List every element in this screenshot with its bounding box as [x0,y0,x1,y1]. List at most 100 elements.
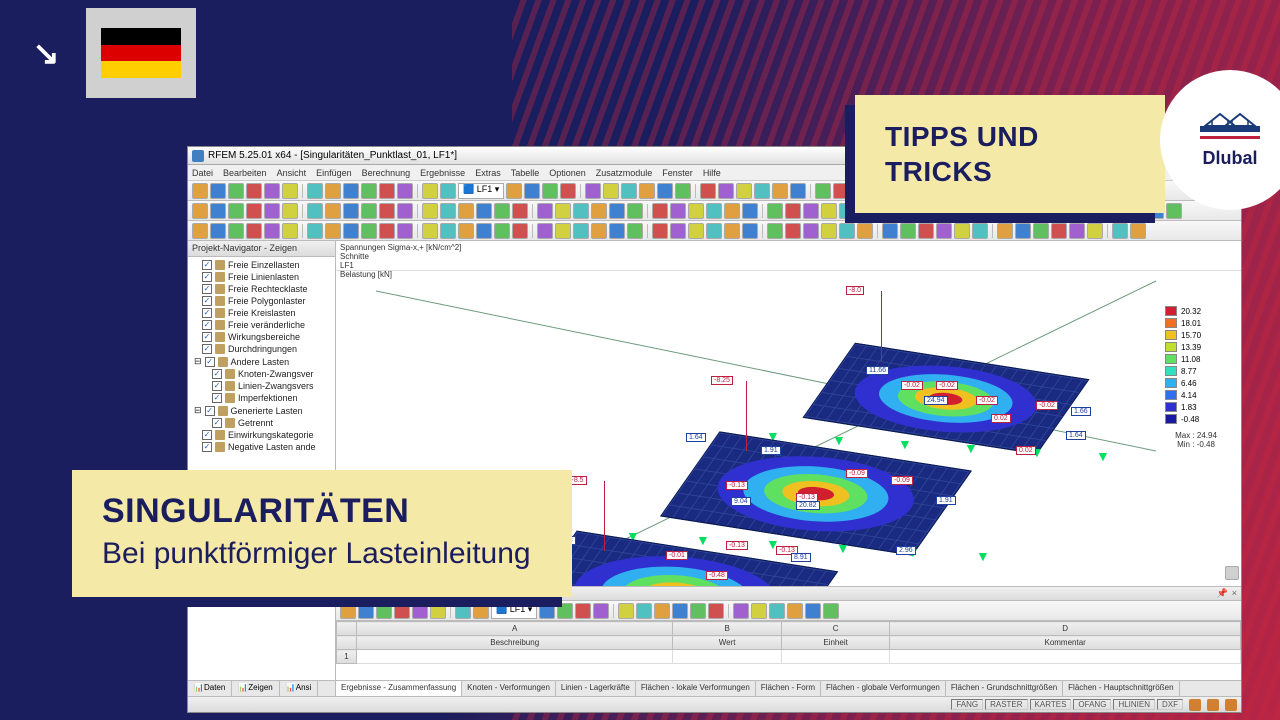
results-tab[interactable]: Ergebnisse - Zusammenfassung [336,681,462,696]
toolbar-icon[interactable] [803,203,819,219]
toolbar-icon[interactable] [573,223,589,239]
toolbar-icon[interactable] [575,603,591,619]
results-tab[interactable]: Flächen - lokale Verformungen [636,681,756,696]
menu-item[interactable]: Tabelle [511,168,540,178]
toolbar-icon[interactable] [882,223,898,239]
toolbar-icon[interactable] [210,203,226,219]
loadcase-select[interactable]: 🟦 LF1 ▾ [491,603,537,619]
tree-item[interactable]: ✓Knoten-Zwangsver [190,368,333,380]
tree-item[interactable]: ✓Freie Polygonlaster [190,295,333,307]
toolbar-icon[interactable] [325,203,341,219]
checkbox-icon[interactable]: ✓ [205,357,215,367]
status-cell[interactable]: OFANG [1073,699,1111,710]
toolbar-icon[interactable] [833,183,849,199]
results-grid[interactable]: A B C D Beschreibung Wert Einheit Kommen… [336,621,1241,680]
toolbar-icon[interactable] [325,183,341,199]
toolbar-icon[interactable] [264,203,280,219]
toolbar-icon[interactable] [246,183,262,199]
pin-icon[interactable]: 📌 [1217,588,1228,599]
toolbar-icon[interactable] [900,223,916,239]
toolbar-icon[interactable] [690,603,706,619]
toolbar-icon[interactable] [282,203,298,219]
toolbar-icon[interactable] [282,223,298,239]
toolbar-icon[interactable] [555,223,571,239]
toolbar-icon[interactable] [494,203,510,219]
results-tab[interactable]: Flächen - Hauptschnittgrößen [1063,681,1179,696]
toolbar-icon[interactable] [1166,203,1182,219]
toolbar-icon[interactable] [192,203,208,219]
results-tab[interactable]: Flächen - Grundschnittgrößen [946,681,1063,696]
toolbar-icon[interactable] [627,223,643,239]
toolbar-icon[interactable] [785,223,801,239]
toolbar-icon[interactable] [440,223,456,239]
toolbar-icon[interactable] [700,183,716,199]
toolbar-icon[interactable] [192,183,208,199]
toolbar-icon[interactable] [210,223,226,239]
toolbar-icon[interactable] [1015,223,1031,239]
toolbar-icon[interactable] [494,223,510,239]
status-icon[interactable] [1225,699,1237,711]
toolbar-icon[interactable] [539,603,555,619]
toolbar-icon[interactable] [603,183,619,199]
toolbar-icon[interactable] [537,203,553,219]
tree-group[interactable]: ⊟ ✓ Generierte Lasten [190,404,333,417]
toolbar-icon[interactable] [264,183,280,199]
menu-item[interactable]: Ergebnisse [420,168,465,178]
toolbar-icon[interactable] [210,183,226,199]
toolbar-icon[interactable] [512,223,528,239]
tree-group[interactable]: ⊟ ✓ Andere Lasten [190,355,333,368]
toolbar-icon[interactable] [972,223,988,239]
toolbar-icon[interactable] [724,203,740,219]
toolbar-icon[interactable] [282,183,298,199]
checkbox-icon[interactable]: ✓ [202,272,212,282]
toolbar-icon[interactable] [379,183,395,199]
status-cell[interactable]: FANG [951,699,983,710]
toolbar-icon[interactable] [1112,223,1128,239]
toolbar-icon[interactable] [397,223,413,239]
toolbar-icon[interactable] [512,203,528,219]
toolbar-icon[interactable] [657,183,673,199]
toolbar-icon[interactable] [422,183,438,199]
toolbar-icon[interactable] [585,183,601,199]
navigator-tree[interactable]: ✓Freie Einzellasten✓Freie Linienlasten✓F… [188,257,335,680]
status-icon[interactable] [1207,699,1219,711]
toolbar-icon[interactable] [192,223,208,239]
checkbox-icon[interactable]: ✓ [202,442,212,452]
toolbar-icon[interactable] [736,183,752,199]
toolbar-icon[interactable] [769,603,785,619]
toolbar-icon[interactable] [506,183,522,199]
status-cell[interactable]: DXF [1157,699,1183,710]
toolbar-icon[interactable] [476,223,492,239]
toolbar-icon[interactable] [787,603,803,619]
toolbar-icon[interactable] [358,603,374,619]
toolbar-icon[interactable] [455,603,471,619]
toolbar-icon[interactable] [742,223,758,239]
toolbar-icon[interactable] [440,183,456,199]
toolbar-icon[interactable] [307,183,323,199]
toolbar-icon[interactable] [767,223,783,239]
toolbar-icon[interactable] [839,223,855,239]
menu-item[interactable]: Fenster [662,168,693,178]
menu-item[interactable]: Bearbeiten [223,168,267,178]
toolbar-icon[interactable] [706,223,722,239]
toolbar-icon[interactable] [1087,223,1103,239]
toolbar-icon[interactable] [591,223,607,239]
tree-item[interactable]: ✓Getrennt [190,417,333,429]
status-cell[interactable]: HLINIEN [1113,699,1155,710]
toolbar-icon[interactable] [742,203,758,219]
toolbar-icon[interactable] [422,223,438,239]
toolbar-icon[interactable] [542,183,558,199]
toolbar-icon[interactable] [936,223,952,239]
toolbar-icon[interactable] [397,203,413,219]
zoom-icon[interactable] [1225,566,1239,580]
checkbox-icon[interactable]: ✓ [202,260,212,270]
toolbar-icon[interactable] [307,223,323,239]
toolbar-icon[interactable] [343,203,359,219]
toolbar-icon[interactable] [751,603,767,619]
toolbar-icon[interactable] [394,603,410,619]
status-icon[interactable] [1189,699,1201,711]
toolbar-icon[interactable] [560,183,576,199]
menu-item[interactable]: Ansicht [277,168,307,178]
toolbar-icon[interactable] [430,603,446,619]
menu-item[interactable]: Extras [475,168,501,178]
